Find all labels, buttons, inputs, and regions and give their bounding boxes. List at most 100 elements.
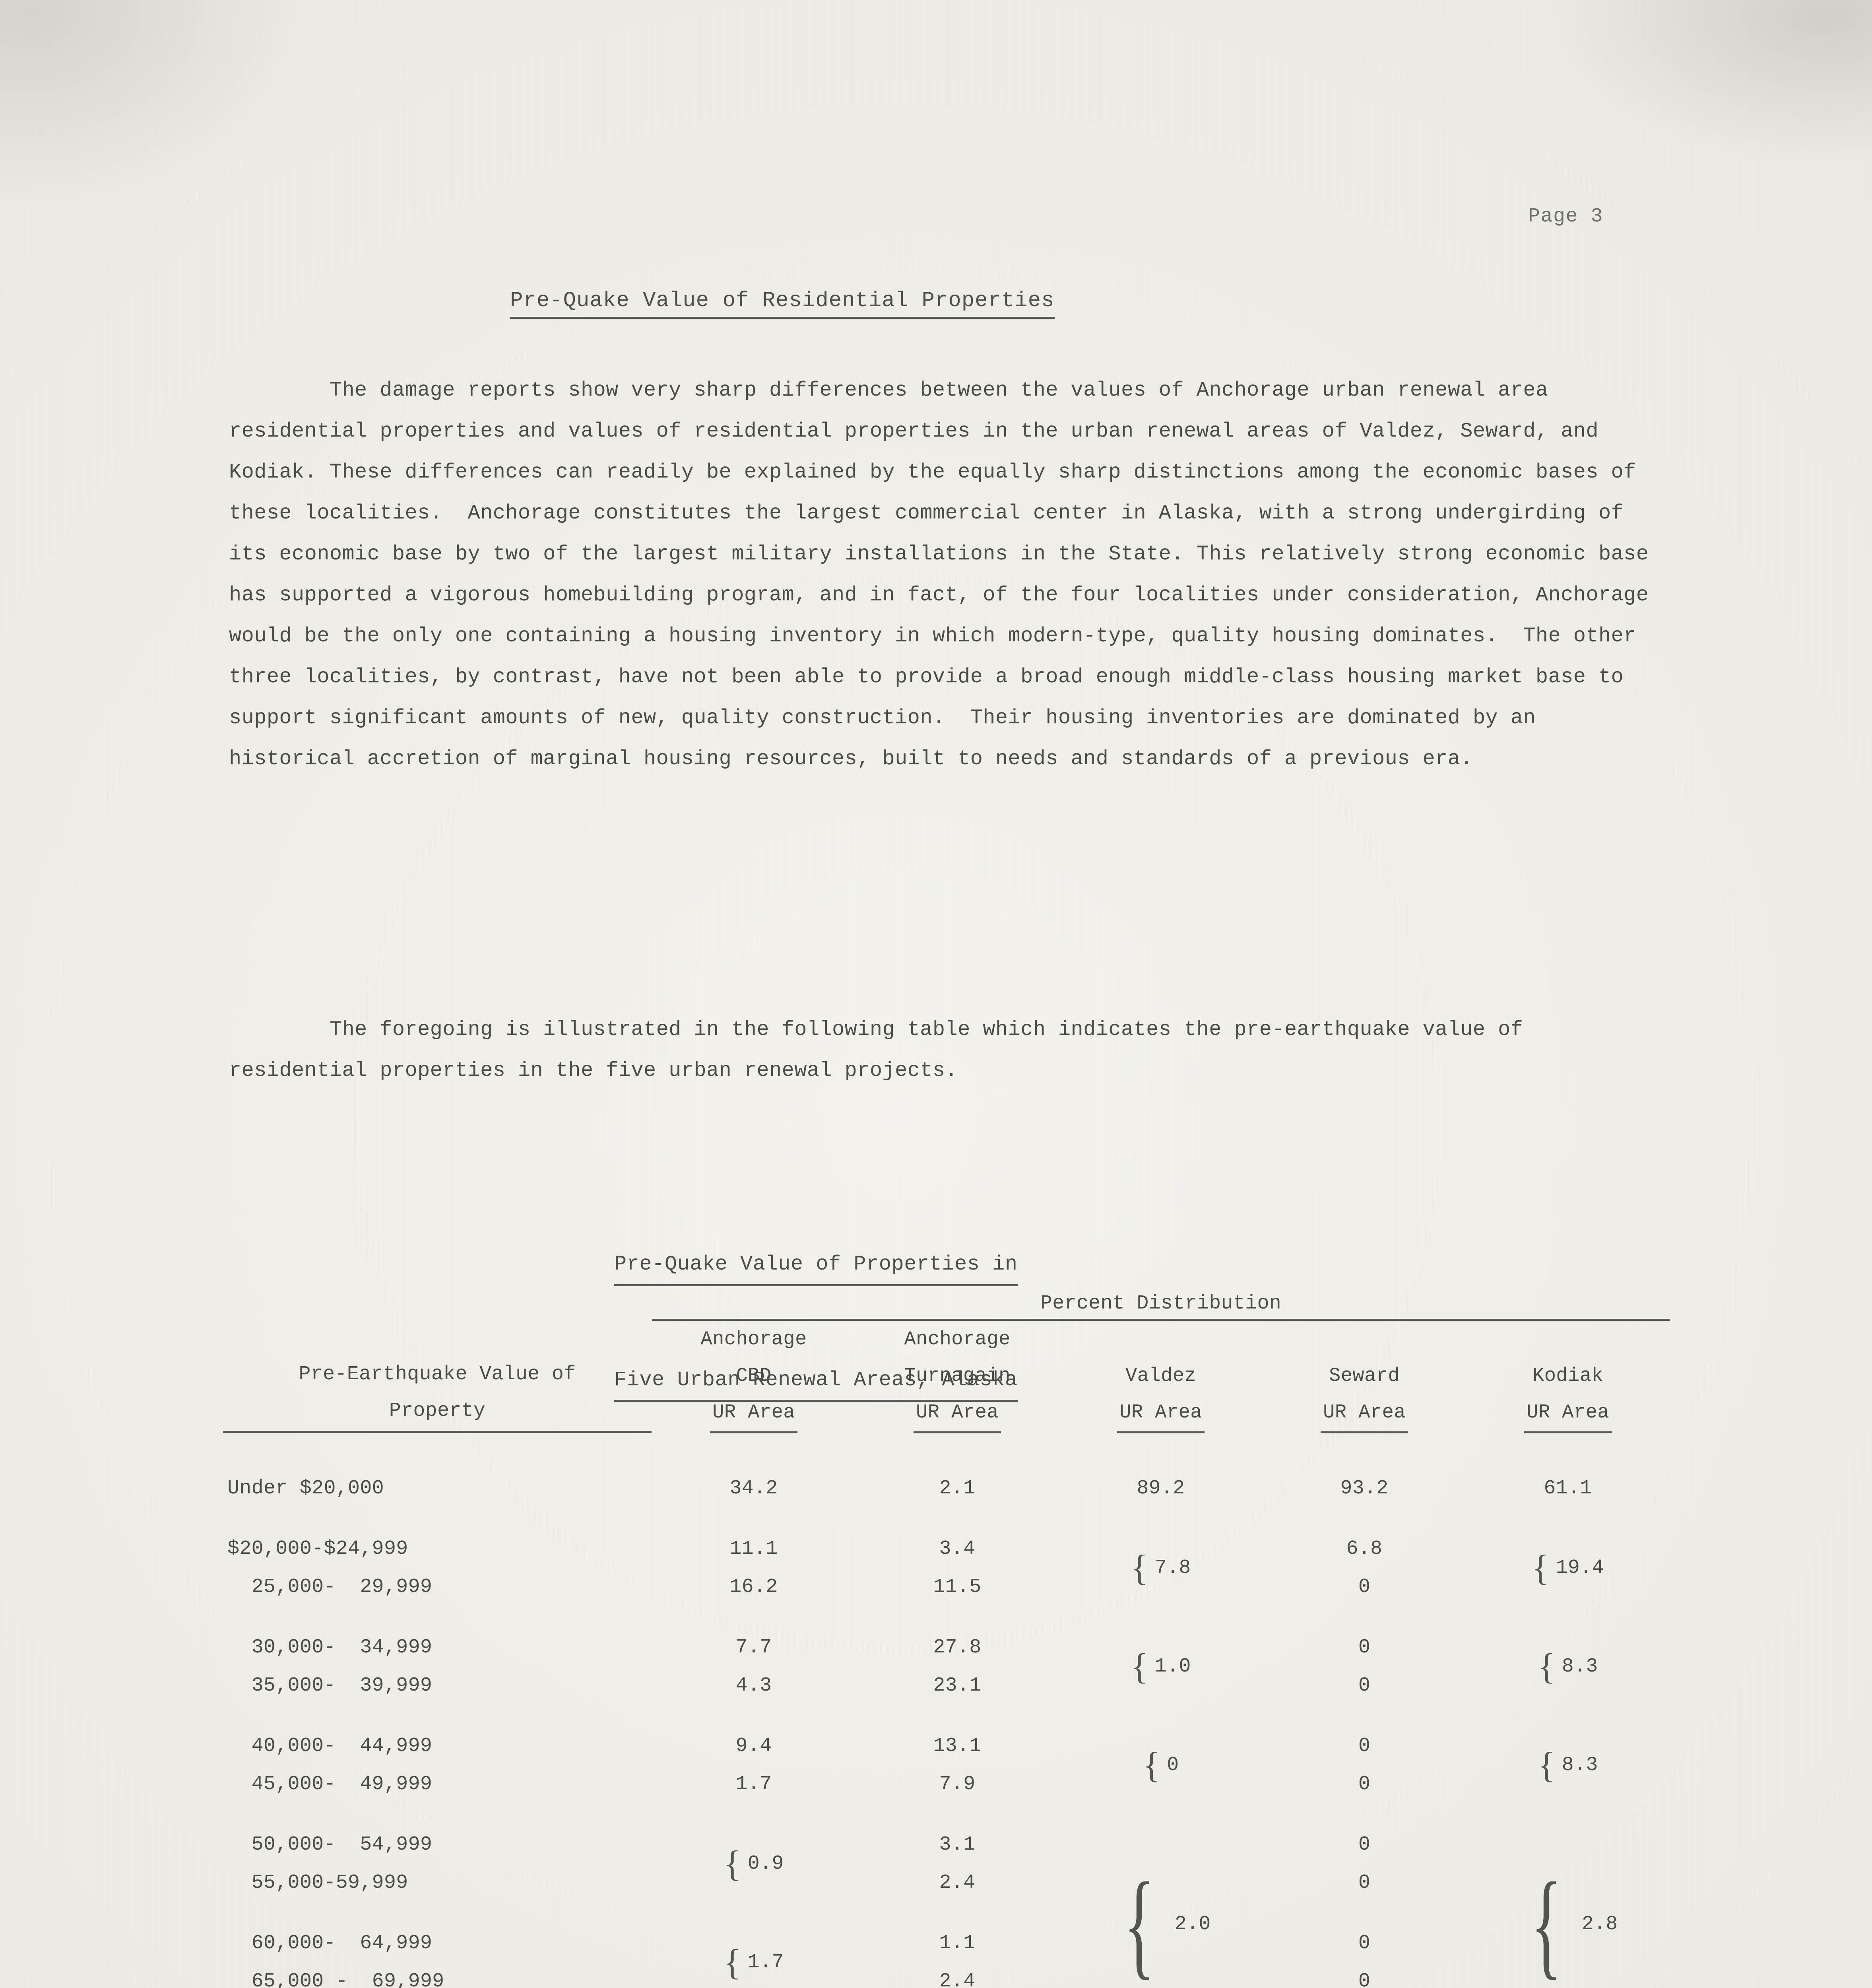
brace-icon: { — [724, 1942, 741, 1982]
brace-icon: { — [724, 1843, 741, 1884]
brace-icon: { — [1143, 1745, 1161, 1785]
table-spacer-row — [223, 1902, 1670, 1924]
cell-anchorage-cbd: 16.2 — [729, 1575, 778, 1598]
cell-anchorage-cbd: 7.7 — [735, 1636, 772, 1659]
brace-icon: { — [1131, 1646, 1148, 1687]
cell-kodiak-value: 8.3 — [1562, 1655, 1598, 1678]
cell-kodiak-value: 8.3 — [1562, 1753, 1598, 1776]
cell-seward: 0 — [1358, 1674, 1371, 1697]
cell-kodiak-grouped: { 8.3 — [1466, 1727, 1670, 1803]
paper-smudge-top-left — [0, 0, 302, 207]
cell-anchorage-cbd: 34.2 — [729, 1477, 778, 1500]
table-span-rule-row — [223, 1318, 1670, 1321]
brace-icon: { — [1532, 1547, 1550, 1588]
cell-anchorage-cbd: 1.7 — [735, 1773, 772, 1796]
cell-seward: 6.8 — [1346, 1537, 1383, 1560]
stub-header-line-3: Property — [223, 1393, 652, 1433]
table-row: 50,000- 54,999 { 0.9 3.1 { 2.0 0 — [223, 1825, 1670, 1984]
table-row: 35,000- 39,999 4.3 23.1 0 — [223, 1666, 1670, 1705]
row-label: 40,000- 44,999 — [227, 1734, 433, 1757]
cell-kodiak-grouped-large: { 2.8 — [1466, 1825, 1670, 1988]
column-header-kodiak: Kodiak UR Area — [1466, 1320, 1670, 1433]
table-row: 45,000- 49,999 1.7 7.9 0 — [223, 1765, 1670, 1803]
cell-anchorage-turnagain: 2.4 — [939, 1871, 976, 1894]
table-span-header-row: Percent Distribution — [223, 1292, 1670, 1318]
paper-smudge-top-right — [1546, 0, 1872, 167]
cell-anchorage-turnagain: 2.4 — [939, 1970, 976, 1988]
table-header-row: Pre-Earthquake Value of Property Anchora… — [223, 1320, 1670, 1434]
table-row: 60,000- 64,999 { 1.7 1.1 0 — [223, 1924, 1670, 1981]
cell-anchorage-cbd-grouped: { 1.7 — [652, 1924, 855, 1988]
col0-line1: Anchorage — [700, 1328, 807, 1350]
cell-valdez-value: 2.0 — [1174, 1912, 1211, 1936]
page-number: Page 3 — [1528, 205, 1604, 228]
cell-anchorage-cbd-value: 1.7 — [747, 1951, 784, 1974]
document-title: Pre-Quake Value of Residential Propertie… — [510, 289, 1055, 319]
col3-line3: UR Area — [1321, 1394, 1408, 1433]
data-table-wrapper: Percent Distribution Pre-Earthquake Valu… — [223, 1292, 1670, 1988]
cell-anchorage-turnagain: 3.1 — [939, 1833, 976, 1856]
cell-kodiak-value: 19.4 — [1556, 1556, 1604, 1579]
cell-anchorage-cbd-grouped: { 0.9 — [652, 1825, 855, 1902]
span-header-rule — [652, 1318, 1670, 1321]
cell-kodiak-value: 2.8 — [1581, 1912, 1618, 1936]
cell-valdez-value: 1.0 — [1154, 1655, 1191, 1678]
row-label: 30,000- 34,999 — [227, 1636, 433, 1659]
table-row: 55,000-59,999 2.4 0 — [223, 1864, 1670, 1902]
cell-valdez-grouped: { 1.0 — [1059, 1628, 1263, 1705]
cell-anchorage-turnagain: 23.1 — [933, 1674, 982, 1697]
pre-quake-value-table: Percent Distribution Pre-Earthquake Valu… — [223, 1292, 1670, 1988]
cell-seward: 0 — [1358, 1932, 1371, 1955]
table-caption-line-2: Five Urban Renewal Areas, Alaska — [614, 1362, 1018, 1402]
brace-icon: { — [1123, 1858, 1156, 1988]
cell-anchorage-turnagain: 2.1 — [939, 1477, 976, 1500]
row-label: 45,000- 49,999 — [227, 1773, 433, 1796]
span-header-percent-distribution: Percent Distribution — [1040, 1292, 1282, 1315]
stub-header: Pre-Earthquake Value of Property — [223, 1320, 652, 1434]
body-paragraph-2: The foregoing is illustrated in the foll… — [229, 1018, 1536, 1082]
col0-line3: UR Area — [710, 1394, 797, 1433]
cell-valdez-grouped: { 0 — [1059, 1727, 1263, 1803]
cell-seward: 0 — [1358, 1636, 1371, 1659]
cell-kodiak-grouped: { 8.3 — [1466, 1628, 1670, 1705]
row-label: 55,000-59,999 — [227, 1871, 408, 1894]
cell-seward: 0 — [1358, 1773, 1371, 1796]
cell-kodiak-grouped: { 19.4 — [1466, 1530, 1670, 1606]
row-label: $20,000-$24,999 — [227, 1537, 408, 1560]
brace-icon: { — [1538, 1646, 1556, 1687]
col1-line2: Turnagain — [904, 1365, 1011, 1387]
cell-seward: 0 — [1358, 1575, 1371, 1598]
cell-anchorage-turnagain: 13.1 — [933, 1734, 982, 1757]
cell-anchorage-cbd: 4.3 — [735, 1674, 772, 1697]
col2-line2: Valdez — [1125, 1365, 1197, 1387]
row-label: Under $20,000 — [227, 1477, 384, 1500]
cell-anchorage-turnagain: 11.5 — [933, 1575, 982, 1598]
cell-seward: 0 — [1358, 1871, 1371, 1894]
brace-icon: { — [1531, 1858, 1563, 1988]
table-row: 65,000 - 69,999 2.4 0 — [223, 1962, 1670, 1988]
column-header-anchorage-cbd: Anchorage CBD UR Area — [652, 1320, 855, 1433]
col4-line2: Kodiak — [1532, 1365, 1604, 1387]
brace-icon: { — [1131, 1547, 1148, 1588]
col0-line2: CBD — [736, 1365, 772, 1387]
table-row: 25,000- 29,999 16.2 11.5 0 — [223, 1568, 1670, 1606]
brace-icon: { — [1538, 1745, 1556, 1785]
stub-header-line-2: Value of — [479, 1363, 576, 1386]
table-row: Under $20,000 34.2 2.1 89.2 93.2 61.1 — [223, 1469, 1670, 1507]
stub-header-line-1: Pre-Earthquake — [299, 1363, 468, 1386]
table-row: 30,000- 34,999 7.7 27.8 { 1.0 0 { 8.3 — [223, 1628, 1670, 1685]
cell-anchorage-turnagain: 1.1 — [939, 1932, 976, 1955]
table-row: $20,000-$24,999 11.1 3.4 { 7.8 6.8 { 19.… — [223, 1530, 1670, 1586]
cell-valdez-value: 7.8 — [1154, 1556, 1191, 1579]
col4-line3: UR Area — [1524, 1394, 1612, 1433]
cell-anchorage-cbd: 9.4 — [735, 1734, 772, 1757]
cell-seward: 0 — [1358, 1833, 1371, 1856]
cell-anchorage-turnagain: 27.8 — [933, 1636, 982, 1659]
table-row: 40,000- 44,999 9.4 13.1 { 0 0 { 8.3 — [223, 1727, 1670, 1784]
table-caption-line-1: Pre-Quake Value of Properties in — [614, 1246, 1018, 1286]
row-label: 35,000- 39,999 — [227, 1674, 433, 1697]
column-header-seward: Seward UR Area — [1263, 1320, 1466, 1433]
cell-seward: 93.2 — [1340, 1477, 1389, 1500]
